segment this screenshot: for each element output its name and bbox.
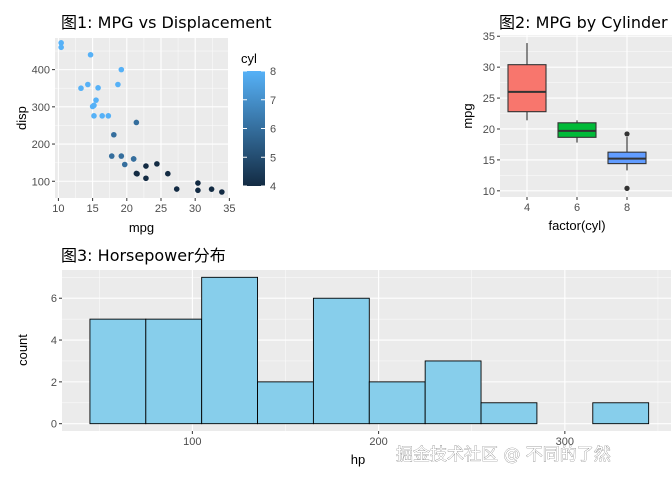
legend-tick-label: 8 <box>270 66 276 78</box>
scatter-x-tick-label: 20 <box>121 203 133 215</box>
box-y-tick-label: 15 <box>483 155 495 167</box>
box-x-tick-label: 8 <box>624 202 630 214</box>
histogram-title: 图3: Horsepower分布 <box>61 246 226 265</box>
histogram-y-tick-label: 2 <box>51 377 57 389</box>
scatter-point <box>143 175 149 182</box>
histogram-bar <box>480 402 538 425</box>
scatter-x-axis-title: mpg <box>129 220 154 235</box>
scatter-point <box>118 66 125 73</box>
histogram-x-tick-label: 100 <box>183 436 201 448</box>
scatter-point <box>93 97 99 103</box>
histogram-y-axis-title: count <box>15 334 30 366</box>
box-y-tick-label: 35 <box>483 31 495 43</box>
scatter-point <box>105 113 112 119</box>
scatter-point <box>219 189 225 195</box>
box-outlier-point <box>624 185 630 191</box>
box-title: 图2: MPG by Cylinder <box>499 13 668 32</box>
scatter-point <box>58 40 64 46</box>
scatter-point <box>133 119 140 126</box>
scatter-point <box>208 186 215 192</box>
scatter-point <box>111 131 117 138</box>
scatter-x-tick-label: 15 <box>86 203 98 215</box>
scatter-point <box>154 161 160 167</box>
scatter-point <box>195 180 201 186</box>
histogram-bar <box>145 318 203 425</box>
scatter-panel <box>55 38 228 198</box>
scatter-point <box>133 170 140 177</box>
legend-title: cyl <box>241 51 257 66</box>
scatter-point <box>173 186 180 192</box>
scatter-point <box>165 170 171 177</box>
scatter-point <box>91 113 97 119</box>
color-legend: cyl 4 5 6 7 8 <box>241 51 276 193</box>
scatter-point <box>89 103 96 110</box>
scatter-point <box>58 44 64 51</box>
box-plot: 图2: MPG by Cylinder 4 6 8 10 15 20 25 30 35 fact… <box>460 13 672 233</box>
histogram-x-tick-label: 300 <box>556 436 574 448</box>
scatter-point <box>115 81 121 88</box>
box-y-tick-label: 25 <box>483 93 495 105</box>
scatter-x-tick-label: 30 <box>189 203 201 215</box>
scatter-x-tick-label: 35 <box>223 203 235 215</box>
scatter-point <box>118 153 125 159</box>
box-x-tick-label: 4 <box>524 202 530 214</box>
box-y-tick-label: 20 <box>483 124 495 136</box>
legend-tick-label: 7 <box>270 95 276 107</box>
box-x-tick-label: 6 <box>574 202 580 214</box>
histogram-y-tick-label: 6 <box>51 293 57 305</box>
histogram-bar <box>89 318 147 425</box>
scatter-point <box>99 113 105 119</box>
histogram-x-tick-label: 200 <box>369 436 387 448</box>
legend-tick-label: 6 <box>270 124 276 136</box>
histogram-plot: 图3: Horsepower分布 100 200 300 0 2 4 6 hp count <box>15 246 671 467</box>
scatter-y-tick-label: 300 <box>32 102 50 114</box>
watermark-text: 掘金技术社区 @ 不同的了然 <box>396 445 611 465</box>
box-y-axis-title: mpg <box>460 103 475 128</box>
scatter-point <box>143 163 149 169</box>
box-x-axis-title: factor(cyl) <box>548 218 605 233</box>
box-y-tick-label: 30 <box>483 62 495 74</box>
scatter-y-tick-label: 100 <box>32 176 50 188</box>
legend-tick-label: 5 <box>270 152 276 164</box>
scatter-y-tick-label: 200 <box>32 139 50 151</box>
histogram-bar <box>257 381 314 425</box>
box-iqr-4 <box>507 64 547 113</box>
histogram-bar <box>592 402 650 425</box>
histogram-bar <box>424 360 482 425</box>
scatter-plot: 图1: MPG vs Displacement 10 15 20 25 30 35 100 2… <box>14 13 271 235</box>
box-panel <box>500 35 672 197</box>
histogram-y-tick-label: 0 <box>51 419 57 431</box>
scatter-point <box>78 85 84 92</box>
scatter-point <box>130 156 137 162</box>
histogram-x-axis-title: hp <box>351 452 365 467</box>
scatter-point <box>87 51 94 58</box>
scatter-point <box>121 161 128 168</box>
histogram-bar <box>201 276 259 425</box>
scatter-y-axis-title: disp <box>14 106 29 130</box>
scatter-point <box>95 85 101 91</box>
scatter-x-tick-label: 10 <box>52 203 64 215</box>
scatter-point <box>85 81 91 88</box>
histogram-y-tick-label: 4 <box>51 335 57 347</box>
scatter-title: 图1: MPG vs Displacement <box>61 13 271 32</box>
legend-colorbar <box>243 71 265 186</box>
scatter-y-tick-label: 400 <box>32 65 50 77</box>
histogram-bar <box>368 381 426 425</box>
scatter-x-tick-label: 25 <box>155 203 167 215</box>
scatter-point <box>108 153 115 159</box>
box-outlier-point <box>624 131 630 137</box>
legend-tick-label: 4 <box>270 181 276 193</box>
histogram-bar <box>312 297 370 425</box>
box-y-tick-label: 10 <box>483 186 495 198</box>
scatter-point <box>195 187 201 194</box>
